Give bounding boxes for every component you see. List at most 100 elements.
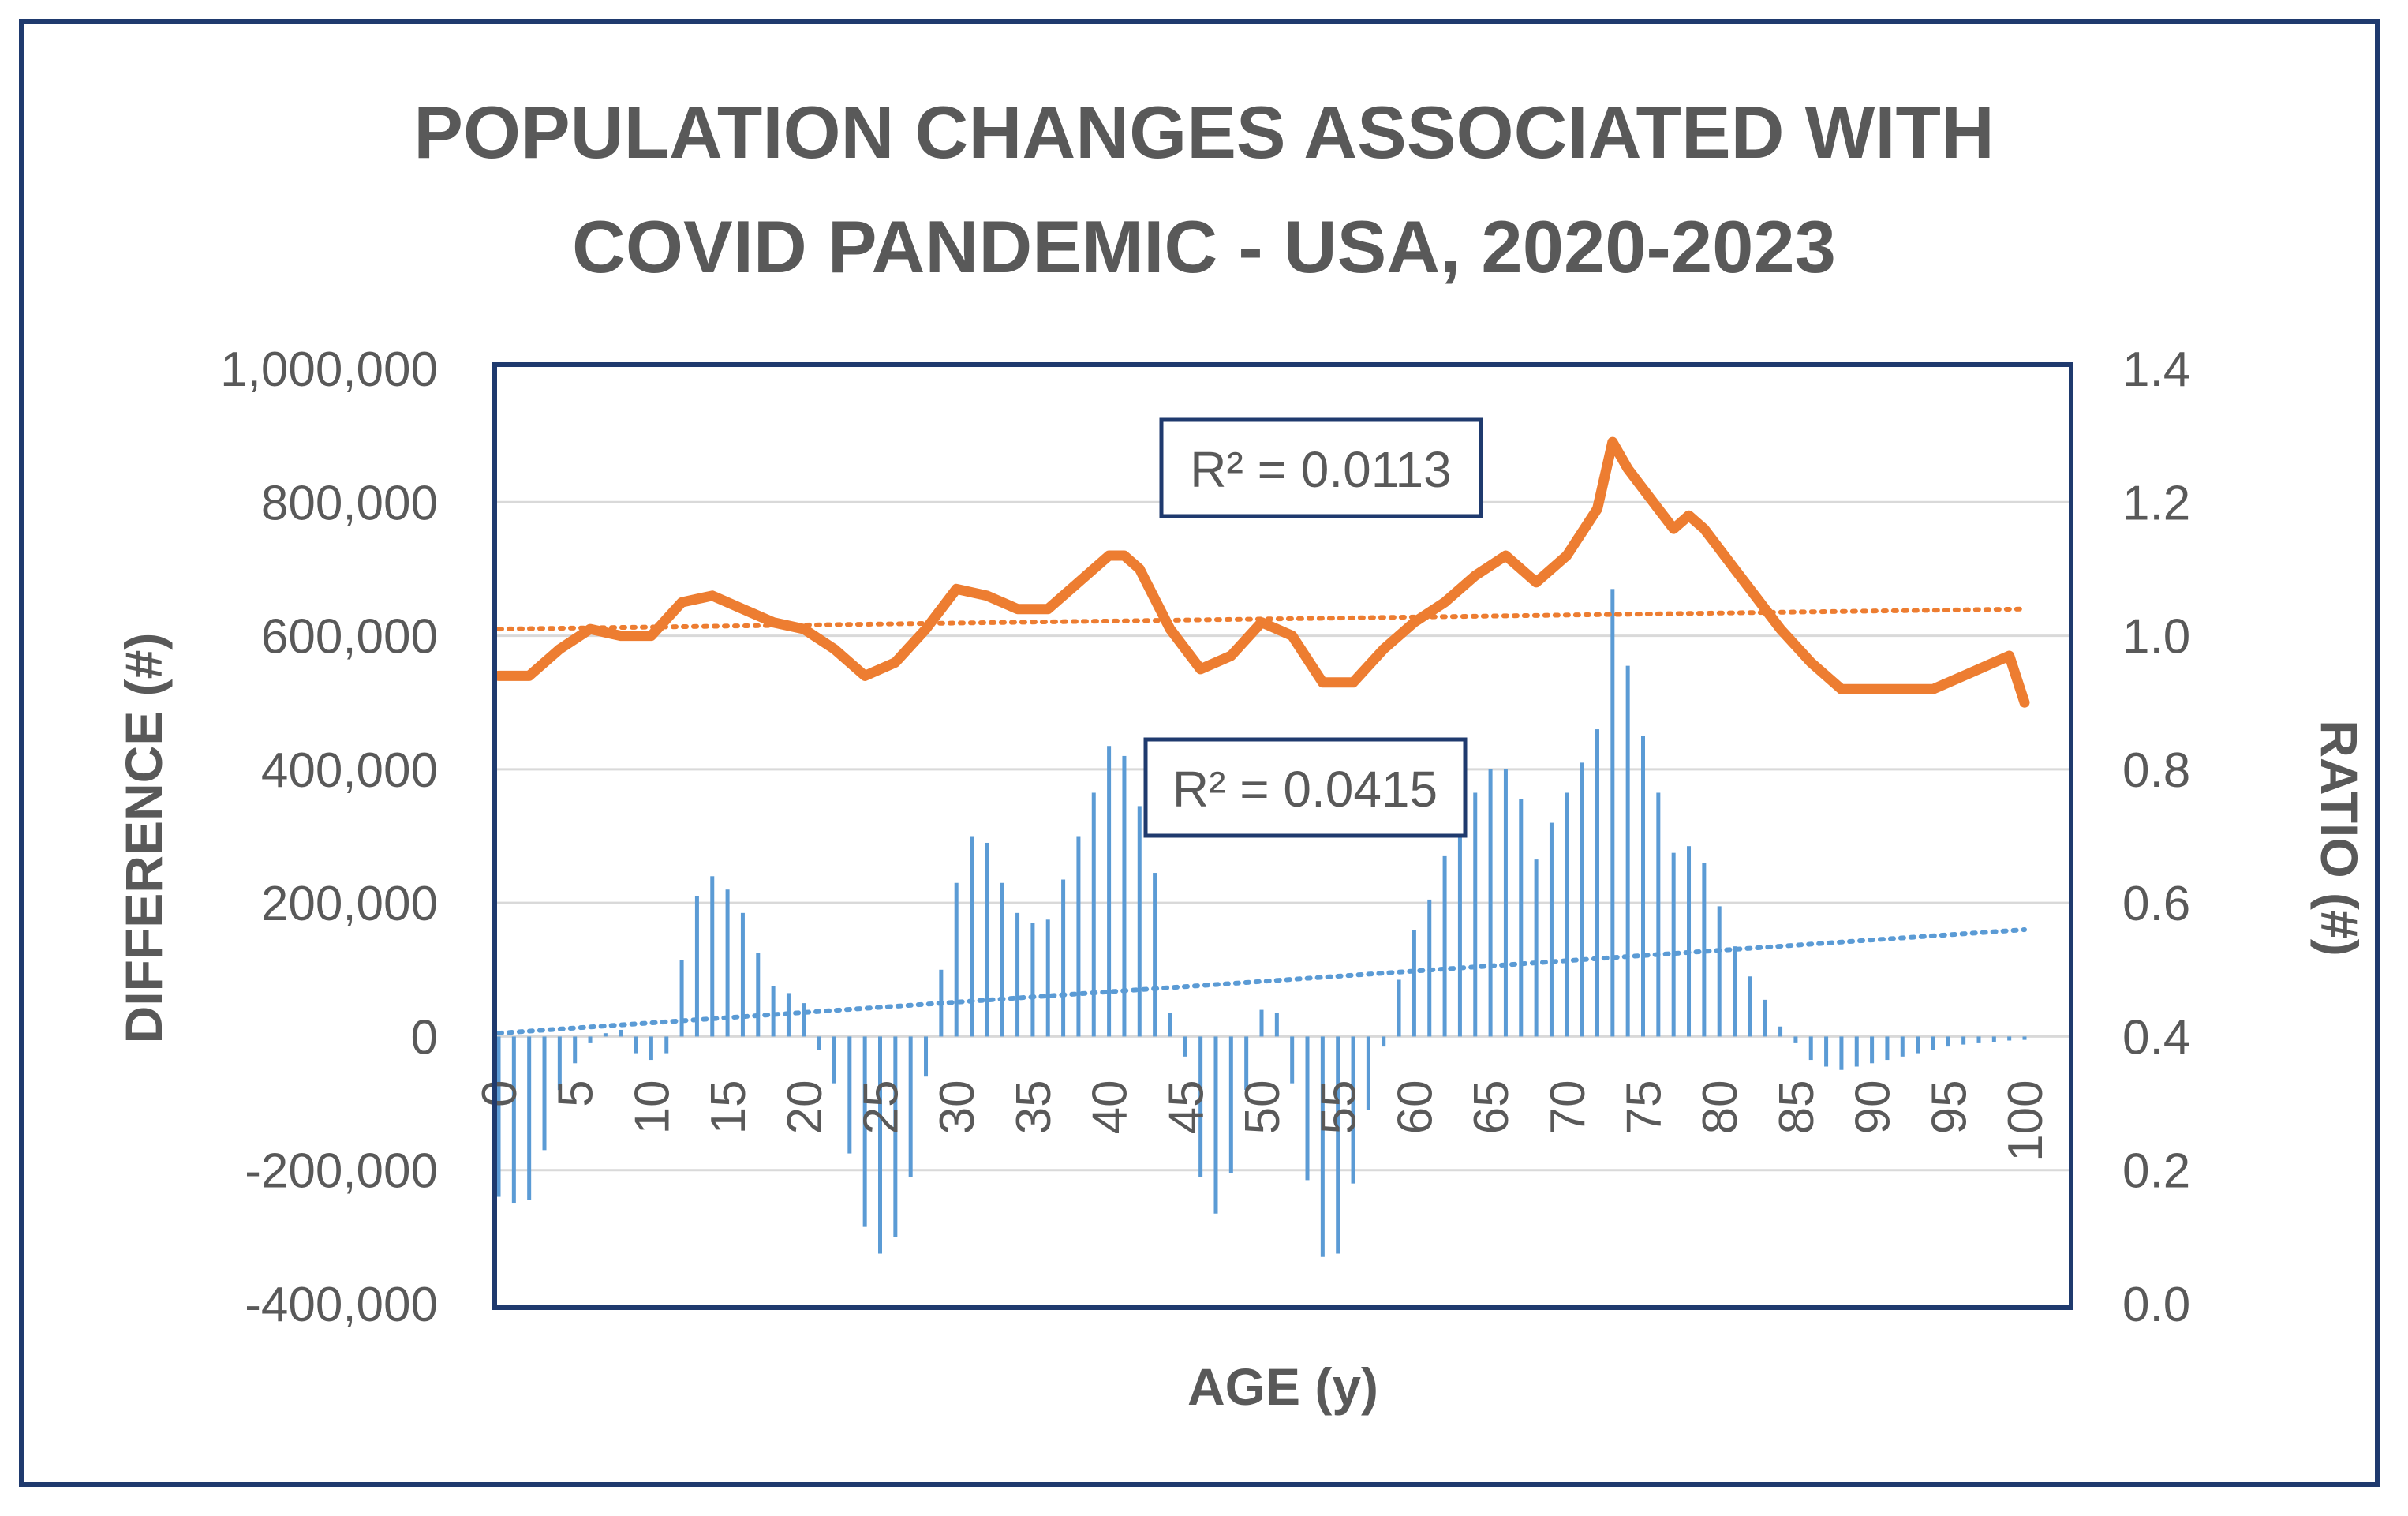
difference-bar: [1336, 1036, 1340, 1254]
chart-title-line-2: COVID PANDEMIC - USA, 2020-2023: [572, 205, 1836, 288]
ratio-line-layer: [493, 436, 2030, 708]
difference-bar: [1793, 1036, 1798, 1043]
difference-bar: [1397, 979, 1401, 1037]
difference-bar: [1107, 746, 1112, 1037]
x-axis-title: AGE (y): [1187, 1357, 1378, 1416]
difference-bar: [1717, 906, 1722, 1037]
ratio-line: [493, 436, 2030, 708]
difference-bar: [924, 1036, 929, 1077]
difference-bar: [1382, 1036, 1386, 1047]
x-tick-label: 45: [1159, 1080, 1213, 1134]
difference-bar: [1625, 665, 1630, 1037]
difference-bar: [1030, 923, 1035, 1037]
x-tick-label: 30: [930, 1080, 985, 1134]
difference-bar: [1320, 1036, 1325, 1257]
x-tick-label: 55: [1312, 1080, 1367, 1134]
difference-bar: [1290, 1036, 1295, 1084]
difference-bar: [1503, 769, 1508, 1037]
difference-bar: [878, 1036, 882, 1254]
r2-label-ratio-box: R² = 0.0113: [1159, 417, 1483, 518]
x-tick-label: 50: [1236, 1080, 1290, 1134]
left-axis-ticks: 1,000,000 800,000 600,000 400,000 200,000 0 -2…: [220, 343, 438, 1332]
difference-bar: [1900, 1036, 1905, 1057]
x-tick-label: 65: [1464, 1080, 1519, 1134]
difference-bar: [694, 896, 699, 1037]
difference-bar: [1168, 1013, 1172, 1037]
difference-bar: [1946, 1036, 1950, 1047]
difference-bar: [1733, 946, 1737, 1037]
difference-bar: [756, 953, 761, 1037]
difference-bar: [1519, 799, 1524, 1037]
difference-bar: [588, 1036, 593, 1043]
difference-bar: [1137, 806, 1142, 1037]
x-tick-label: 20: [778, 1080, 832, 1134]
difference-bar: [710, 876, 715, 1037]
difference-bar: [1274, 1013, 1279, 1037]
difference-bar: [1183, 1036, 1187, 1057]
difference-bar: [1656, 792, 1661, 1037]
x-tick-label: 90: [1846, 1080, 1901, 1134]
x-tick-label: 60: [1388, 1080, 1442, 1134]
difference-bar: [1931, 1036, 1935, 1050]
chart-title-line-1: POPULATION CHANGES ASSOCIATED WITH: [413, 91, 1995, 174]
difference-bar: [1991, 1036, 1996, 1042]
difference-bars: [496, 589, 2027, 1257]
difference-bar: [1366, 1036, 1370, 1110]
difference-bar: [1687, 846, 1692, 1037]
difference-bar: [649, 1036, 653, 1061]
difference-bar: [1228, 1036, 1233, 1173]
difference-bar: [619, 1029, 623, 1037]
difference-bar: [847, 1036, 852, 1154]
difference-bar: [862, 1036, 867, 1227]
difference-bar: [573, 1036, 578, 1064]
difference-bar: [1457, 825, 1462, 1037]
difference-bar: [2022, 1036, 2027, 1040]
difference-bar: [954, 882, 959, 1037]
left-axis-title: DIFFERENCE (#): [114, 633, 173, 1044]
difference-bar: [1824, 1036, 1829, 1067]
right-tick-label: 0.0: [2122, 1278, 2190, 1332]
difference-bar: [832, 1036, 836, 1084]
difference-bar: [1473, 792, 1478, 1037]
x-axis-ticks: 0 5 10 15 20 25 30 35 40 45 50 55 60 65 70 75 80 85 90 95 10…: [473, 1080, 2053, 1161]
difference-bar: [1534, 859, 1539, 1037]
difference-bar: [1442, 855, 1447, 1037]
difference-bar: [1839, 1036, 1844, 1070]
difference-bar: [970, 836, 974, 1037]
difference-bar: [1213, 1036, 1218, 1214]
difference-bar: [1854, 1036, 1859, 1067]
difference-bar: [1244, 1036, 1249, 1091]
right-tick-label: 1.0: [2122, 610, 2190, 664]
right-tick-label: 1.4: [2122, 343, 2190, 397]
difference-bar: [1565, 792, 1569, 1037]
difference-bar: [2007, 1036, 2012, 1041]
difference-bar: [725, 889, 730, 1037]
left-tick-label: 600,000: [261, 610, 438, 664]
difference-bar: [1076, 836, 1081, 1037]
difference-bar: [1091, 792, 1096, 1037]
right-tick-label: 0.4: [2122, 1010, 2190, 1065]
left-tick-label: 200,000: [261, 877, 438, 931]
difference-bar: [1580, 762, 1584, 1037]
right-axis-ticks: 1.4 1.2 1.0 0.8 0.6 0.4 0.2 0.0: [2122, 343, 2190, 1332]
difference-bar: [664, 1036, 669, 1054]
r2-label-ratio: R² = 0.0113: [1190, 441, 1451, 498]
left-tick-label: 0: [411, 1010, 438, 1065]
x-tick-label: 0: [473, 1080, 527, 1106]
x-tick-label: 5: [549, 1080, 604, 1106]
left-tick-label: 400,000: [261, 743, 438, 798]
difference-bar: [893, 1036, 898, 1237]
difference-bar: [603, 1033, 608, 1037]
x-tick-label: 25: [854, 1080, 909, 1134]
difference-bar: [1061, 879, 1066, 1037]
difference-bar: [1610, 589, 1615, 1037]
x-tick-label: 10: [625, 1080, 679, 1134]
difference-bar: [1153, 873, 1157, 1037]
difference-bar: [557, 1036, 562, 1091]
difference-bar: [496, 1036, 501, 1197]
x-tick-label: 85: [1770, 1080, 1824, 1134]
difference-bar: [1702, 863, 1707, 1037]
x-tick-label: 40: [1083, 1080, 1138, 1134]
difference-bar: [1961, 1036, 1966, 1045]
